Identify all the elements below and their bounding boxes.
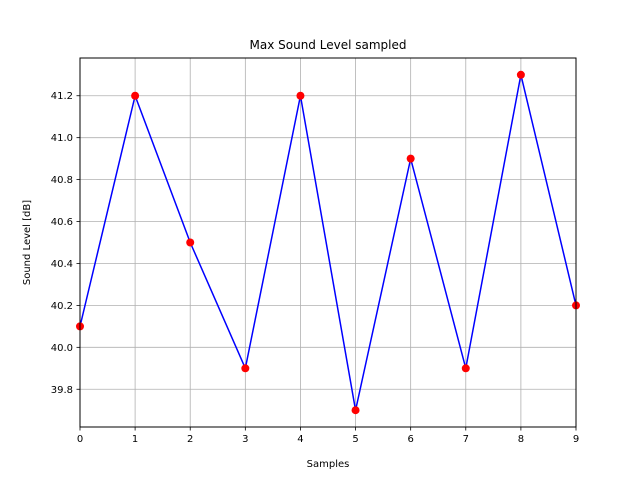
- x-tick-label: 3: [242, 434, 248, 445]
- plot-frame: [79, 57, 577, 428]
- x-tick-label: 0: [77, 434, 83, 445]
- y-tick-label: 40.6: [51, 217, 73, 228]
- data-point-marker: [406, 154, 415, 163]
- y-tick-label: 41.0: [51, 133, 73, 144]
- x-tick-label: 5: [352, 434, 358, 445]
- x-tick-label: 9: [573, 434, 579, 445]
- y-tick-label: 40.4: [51, 259, 73, 270]
- y-tick-label: 40.8: [51, 175, 73, 186]
- x-tick-label: 8: [518, 434, 524, 445]
- x-tick-label: 7: [463, 434, 469, 445]
- x-tick-label: 2: [187, 434, 193, 445]
- series-line: [79, 74, 577, 411]
- x-axis-label: Samples: [307, 459, 350, 470]
- data-point-marker: [461, 364, 470, 373]
- series-layer: [76, 70, 580, 415]
- data-point-marker: [241, 364, 250, 373]
- y-axis-label: Sound Level [dB]: [22, 200, 33, 285]
- grid: [79, 58, 577, 427]
- y-tick-label: 41.2: [51, 91, 73, 102]
- y-tick-label: 40.2: [51, 301, 73, 312]
- data-point-marker: [516, 70, 525, 79]
- x-tick-label: 6: [407, 434, 413, 445]
- chart-title: Max Sound Level sampled: [250, 38, 407, 52]
- y-tick-label: 39.8: [51, 385, 73, 396]
- x-tick-label: 4: [297, 434, 303, 445]
- data-point-marker: [131, 91, 140, 100]
- x-tick-label: 1: [132, 434, 138, 445]
- data-point-marker: [186, 238, 195, 247]
- data-point-marker: [351, 406, 360, 415]
- data-point-marker: [296, 91, 305, 100]
- y-tick-label: 40.0: [51, 343, 73, 354]
- ticks: 0 1 2 3 4 5 6 7 8 9 39.8 40.0 40.2 40.4 40.6 40.8 41.0 41…: [51, 91, 579, 445]
